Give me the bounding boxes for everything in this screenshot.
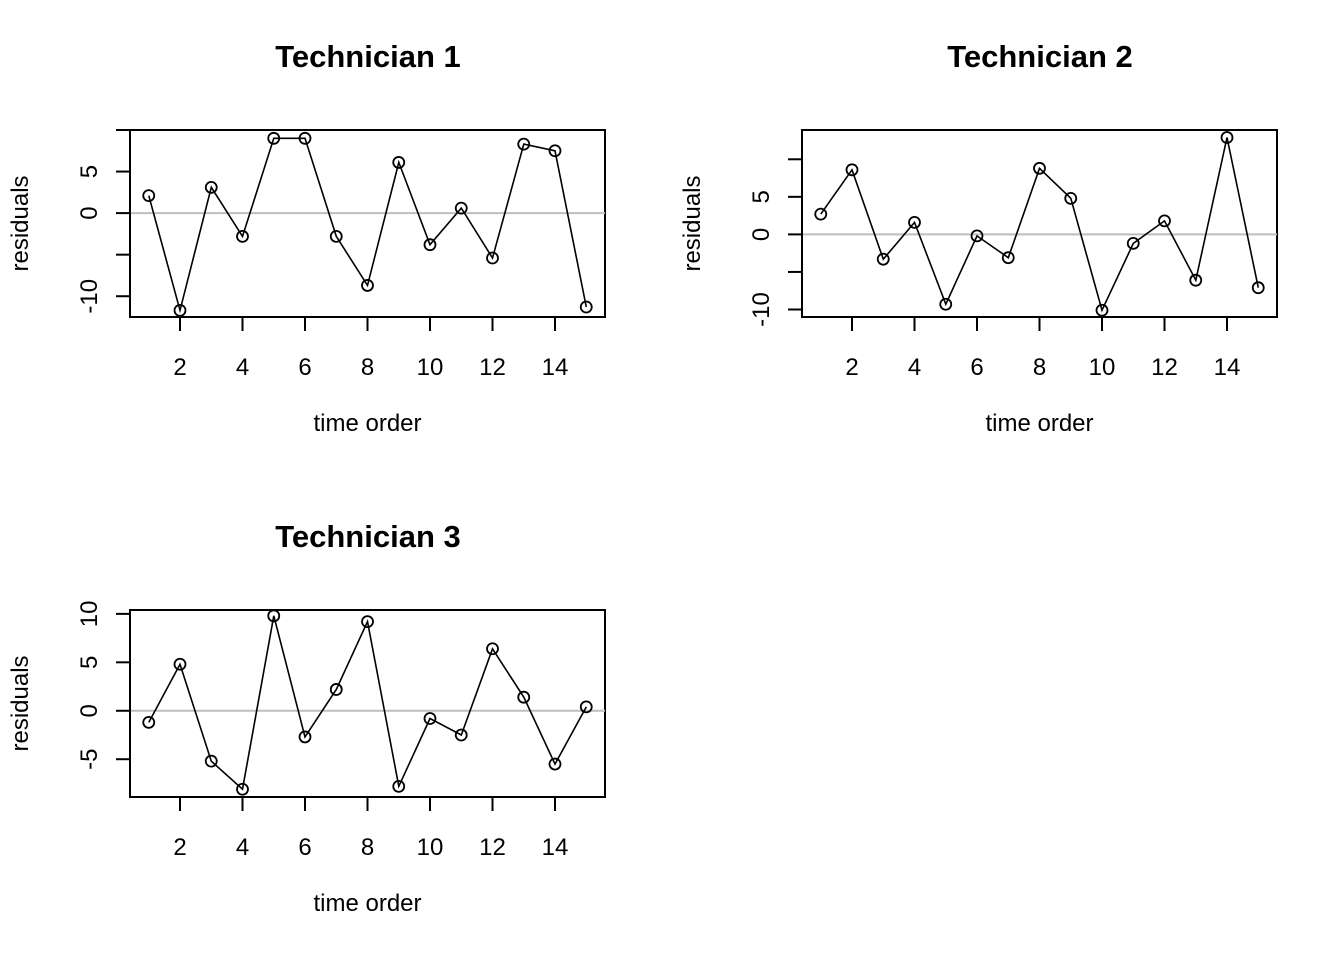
data-point <box>298 730 312 744</box>
data-point <box>579 700 593 714</box>
residual-series-line <box>820 137 1260 313</box>
x-tick-label: 8 <box>1033 354 1046 381</box>
data-point <box>517 137 531 151</box>
data-point <box>392 779 406 793</box>
data-point <box>142 715 156 729</box>
data-point <box>939 297 953 311</box>
data-point <box>1189 273 1203 287</box>
data-point <box>361 279 374 292</box>
data-point <box>579 300 593 314</box>
y-tick-label: -10 <box>76 279 103 314</box>
data-point <box>908 215 921 229</box>
x-tick-label: 6 <box>298 834 311 861</box>
x-axis-label: time order <box>313 890 421 917</box>
y-tick-label: -5 <box>76 749 103 770</box>
y-tick-label: 0 <box>76 206 103 219</box>
data-point <box>236 782 249 796</box>
data-point <box>1220 131 1234 144</box>
data-point <box>1251 281 1265 295</box>
x-tick-label: 6 <box>970 354 983 381</box>
data-point <box>845 163 859 177</box>
x-tick-label: 10 <box>417 354 444 381</box>
data-point <box>1033 161 1046 175</box>
x-tick-label: 2 <box>173 354 186 381</box>
x-tick-label: 14 <box>542 834 569 861</box>
x-axis-label: time order <box>313 410 421 437</box>
data-point <box>1126 237 1140 250</box>
residual-series-line <box>148 615 588 791</box>
plot-frame <box>129 129 606 318</box>
data-point <box>392 156 406 169</box>
data-point <box>173 657 187 671</box>
chart-title: Technician 3 <box>275 519 461 554</box>
data-point <box>142 189 156 203</box>
x-axis-label: time order <box>985 410 1093 437</box>
y-tick-label: 10 <box>76 601 103 628</box>
data-point <box>204 754 218 768</box>
x-tick-label: 8 <box>361 834 374 861</box>
data-point <box>1064 191 1078 205</box>
data-point <box>454 201 468 215</box>
data-point <box>1095 303 1109 317</box>
chart-title: Technician 1 <box>275 39 461 74</box>
data-point <box>329 229 343 243</box>
x-tick-label: 12 <box>479 834 506 861</box>
y-axis-label: residuals <box>7 175 34 271</box>
x-tick-label: 4 <box>236 354 249 381</box>
data-point <box>204 180 218 194</box>
chart-panel-3: Technician 3 2 4 6 8 10 12 14 -5 0 5 10 time order re… <box>7 519 606 917</box>
chart-panel-1: Technician 1 2 4 6 8 10 12 14 -10 0 5 time order res… <box>7 39 606 437</box>
data-point <box>876 252 890 266</box>
x-tick-label: 4 <box>236 834 249 861</box>
residual-series-line <box>148 137 588 314</box>
x-tick-label: 4 <box>908 354 921 381</box>
data-point <box>329 683 343 696</box>
data-point <box>548 144 562 158</box>
y-tick-label: 5 <box>76 656 103 669</box>
data-point <box>267 609 281 623</box>
y-tick-label: 0 <box>748 228 775 241</box>
data-point <box>1001 251 1015 265</box>
x-tick-label: 8 <box>361 354 374 381</box>
data-point <box>814 207 828 221</box>
data-point <box>454 728 468 742</box>
x-tick-label: 2 <box>173 834 186 861</box>
data-point <box>267 131 281 145</box>
data-point <box>486 642 499 656</box>
chart-panel-2: Technician 2 2 4 6 8 10 12 14 -10 0 5 time order res… <box>679 39 1278 437</box>
data-point <box>236 229 249 243</box>
x-tick-label: 14 <box>542 354 569 381</box>
y-tick-label: 0 <box>76 704 103 717</box>
data-point <box>548 757 562 771</box>
plot-frame <box>801 129 1278 318</box>
y-tick-label: 5 <box>76 165 103 178</box>
x-tick-label: 12 <box>1151 354 1178 381</box>
data-point <box>486 251 499 265</box>
data-point <box>423 712 437 725</box>
y-axis-label: residuals <box>7 655 34 751</box>
x-tick-label: 10 <box>1089 354 1116 381</box>
data-point <box>173 303 187 317</box>
x-tick-label: 10 <box>417 834 444 861</box>
x-tick-label: 14 <box>1214 354 1241 381</box>
data-point <box>1158 214 1171 228</box>
data-point <box>298 131 312 145</box>
plot-frame <box>129 609 606 798</box>
x-tick-label: 2 <box>845 354 858 381</box>
data-point <box>517 690 531 704</box>
y-tick-label: 5 <box>748 190 775 203</box>
x-tick-label: 6 <box>298 354 311 381</box>
data-point <box>970 229 984 243</box>
chart-title: Technician 2 <box>947 39 1133 74</box>
data-point <box>361 615 374 629</box>
y-axis-label: residuals <box>679 175 706 271</box>
x-tick-label: 12 <box>479 354 506 381</box>
data-point <box>423 238 437 252</box>
y-tick-label: -10 <box>748 292 775 327</box>
